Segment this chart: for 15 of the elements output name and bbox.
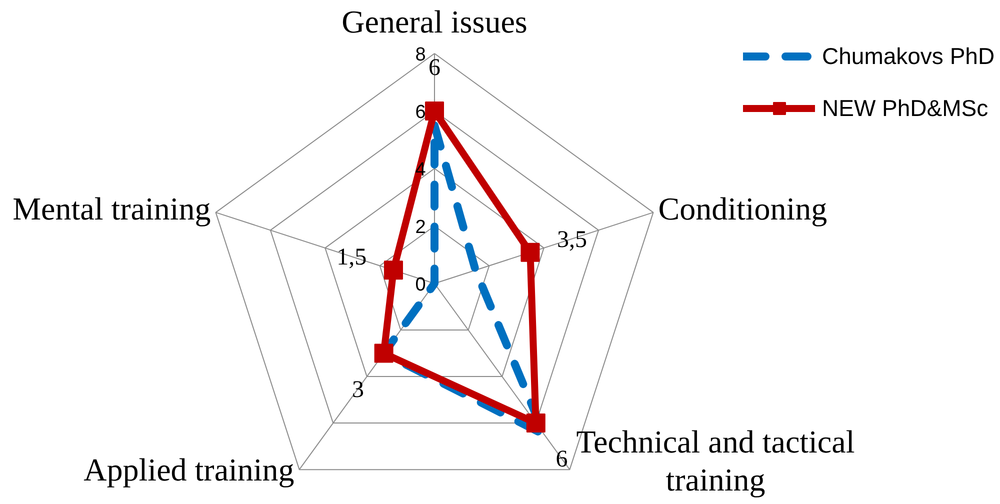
- spoke-label: Conditioning: [658, 190, 828, 226]
- spoke-label: General issues: [342, 4, 528, 40]
- data-label: 3,5: [557, 226, 588, 253]
- spoke-label: Applied training: [84, 452, 294, 488]
- data-label: 1,5: [336, 244, 367, 271]
- spoke-label: Technical and tactical training: [576, 424, 855, 498]
- data-label: 3: [352, 376, 364, 403]
- legend-label: Chumakovs PhD: [822, 42, 995, 70]
- y-tick-label: 6: [415, 102, 426, 123]
- spoke-label: Mental training: [12, 190, 211, 226]
- legend-label: NEW PhD&MSc: [822, 94, 988, 122]
- y-tick-label: 0: [415, 274, 426, 296]
- y-tick-label: 2: [415, 217, 426, 238]
- data-label: 6: [556, 446, 568, 473]
- y-tick-label: 8: [415, 44, 426, 66]
